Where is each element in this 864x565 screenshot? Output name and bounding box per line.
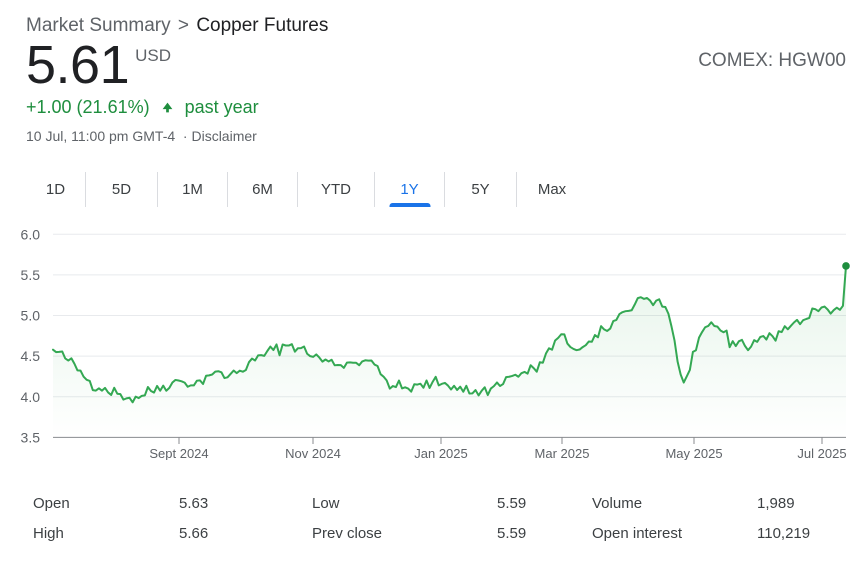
svg-text:4.0: 4.0 (21, 389, 41, 405)
svg-text:Nov 2024: Nov 2024 (285, 446, 341, 460)
svg-text:Mar 2025: Mar 2025 (535, 446, 590, 460)
svg-text:4.5: 4.5 (21, 348, 41, 364)
svg-text:May 2025: May 2025 (665, 446, 722, 460)
svg-text:5.0: 5.0 (21, 308, 41, 324)
svg-text:Jan 2025: Jan 2025 (414, 446, 468, 460)
svg-text:6.0: 6.0 (21, 226, 41, 242)
svg-text:Jul 2025: Jul 2025 (797, 446, 846, 460)
svg-text:5.5: 5.5 (21, 267, 41, 283)
svg-text:3.5: 3.5 (21, 429, 41, 445)
svg-text:Sept 2024: Sept 2024 (149, 446, 208, 460)
